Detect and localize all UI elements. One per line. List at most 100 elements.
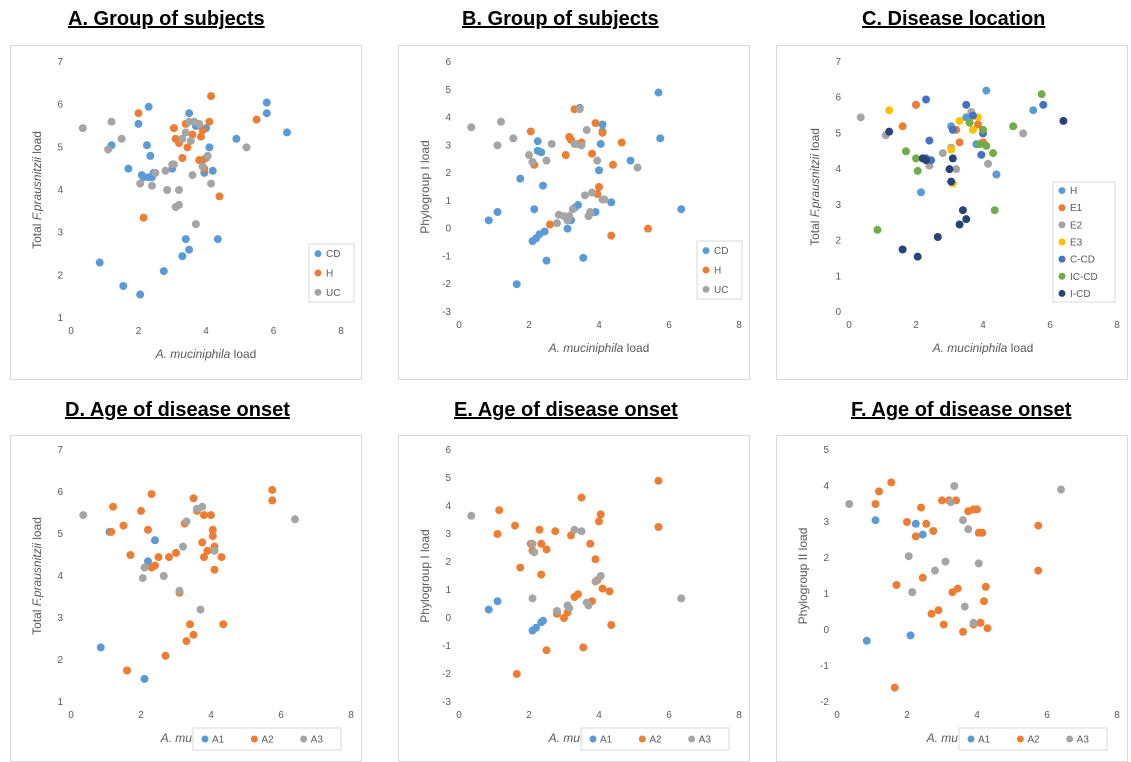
x-tick-label: 8	[736, 320, 742, 331]
data-point	[196, 605, 205, 614]
data-point	[484, 216, 493, 225]
data-point	[493, 141, 502, 150]
data-point	[1009, 122, 1018, 131]
data-point	[159, 267, 168, 276]
data-point	[977, 150, 986, 159]
data-point	[124, 164, 133, 173]
data-point	[136, 179, 145, 188]
data-point	[980, 597, 988, 606]
data-point	[983, 624, 992, 633]
y-tick-label: 3	[445, 140, 451, 151]
legend-label: H	[326, 269, 333, 280]
data-point	[982, 86, 991, 95]
y-tick-label: 6	[835, 93, 841, 104]
y-tick-label: 4	[445, 501, 451, 512]
panel-e: E. Age of disease onset -3 -2 -1 0 1 2 3 4 5 6 0 2 4…	[398, 393, 753, 762]
panel-title: D. Age of disease onset	[65, 399, 290, 421]
x-tick-label: 6	[271, 326, 277, 337]
data-point	[151, 536, 159, 545]
data-point	[119, 282, 128, 290]
data-point	[493, 208, 502, 216]
legend-marker	[1066, 735, 1074, 743]
panel-title: C. Disease location	[862, 8, 1046, 30]
y-tick-label: -1	[442, 641, 451, 652]
data-point	[947, 145, 956, 154]
data-point	[207, 92, 216, 101]
data-point	[542, 545, 551, 554]
data-point	[570, 525, 579, 534]
data-point	[169, 160, 178, 169]
legend-label: A1	[600, 735, 613, 746]
data-point	[1034, 566, 1043, 575]
data-point	[941, 557, 950, 566]
data-point	[677, 205, 686, 214]
data-point	[862, 636, 871, 645]
y-axis-label-unit: load	[30, 131, 44, 157]
y-axis-label: Total F.prausnitzii load	[808, 128, 822, 246]
data-point	[955, 138, 964, 147]
data-point	[1019, 129, 1028, 138]
data-point	[947, 177, 956, 186]
legend-label: H	[714, 266, 721, 277]
y-axis-label-unit: load	[30, 517, 44, 543]
data-point	[182, 517, 191, 526]
data-point	[917, 188, 926, 197]
x-tick-label: 8	[1114, 320, 1120, 331]
data-point	[109, 502, 117, 511]
data-point	[960, 602, 969, 611]
data-point	[885, 106, 894, 115]
data-point	[898, 122, 907, 131]
data-point	[178, 134, 187, 143]
data-point	[959, 627, 967, 636]
data-point	[901, 147, 910, 156]
data-point	[205, 143, 214, 152]
data-point	[959, 516, 967, 525]
data-point	[516, 174, 525, 183]
data-point	[467, 511, 476, 520]
y-tick-label: 1	[445, 196, 451, 207]
y-tick-label: 0	[445, 224, 451, 235]
data-point	[1034, 521, 1043, 530]
data-point	[973, 505, 981, 514]
data-point	[1057, 485, 1065, 494]
x-tick-label: 0	[846, 320, 852, 331]
data-point	[203, 151, 212, 160]
data-point	[962, 215, 971, 224]
data-point	[600, 195, 609, 204]
data-point	[913, 252, 922, 261]
data-point	[978, 528, 987, 537]
x-tick-label: 8	[338, 326, 344, 337]
data-point	[497, 117, 505, 126]
y-tick-label: 1	[445, 585, 451, 596]
data-point	[565, 604, 574, 613]
data-point	[582, 126, 591, 135]
data-point	[591, 577, 600, 586]
y-axis-label-species: F.prausnitzii	[30, 543, 44, 606]
data-point	[948, 154, 957, 163]
data-point	[917, 503, 925, 512]
x-tick-label: 4	[203, 326, 209, 337]
y-tick-label: -1	[820, 661, 829, 672]
data-point	[151, 561, 159, 570]
data-point	[929, 527, 938, 535]
data-point	[595, 517, 603, 526]
data-point	[175, 586, 184, 595]
data-point	[144, 557, 152, 566]
data-point	[939, 620, 948, 629]
data-point	[912, 154, 920, 163]
x-tick-label: 6	[1044, 710, 1050, 721]
legend-label: UC	[714, 285, 728, 296]
data-point	[933, 233, 942, 241]
data-point	[586, 208, 595, 216]
data-point	[210, 565, 219, 574]
y-tick-label: 4	[445, 113, 451, 124]
legend-marker	[1058, 272, 1066, 280]
data-point	[918, 530, 927, 539]
data-point	[137, 506, 145, 515]
data-point	[537, 539, 546, 548]
legend-marker	[1058, 289, 1066, 297]
data-point	[512, 280, 521, 289]
